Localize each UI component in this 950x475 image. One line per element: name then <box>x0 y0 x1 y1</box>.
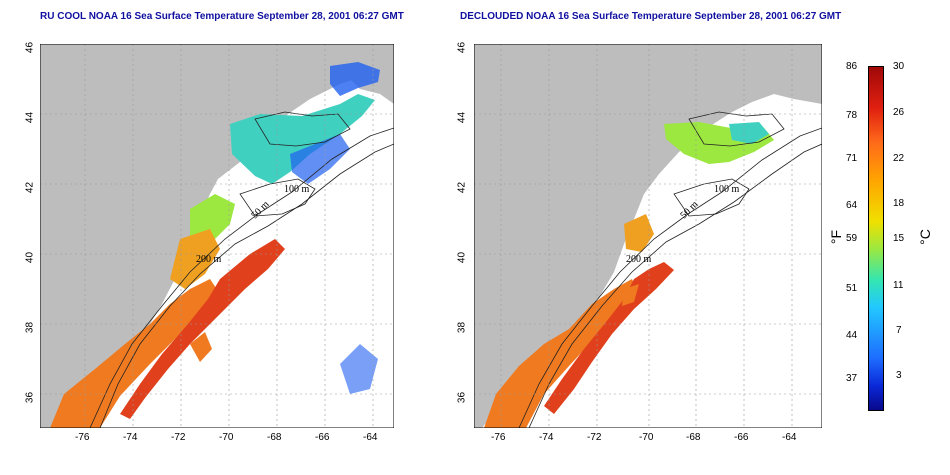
land-mass <box>474 44 822 428</box>
sst-data-layer <box>484 122 774 428</box>
right-map-title: DECLOUDED NOAA 16 Sea Surface Temperatur… <box>460 11 842 22</box>
fahrenheit-tick: 78 <box>846 110 858 121</box>
lat-tick-left: 40 <box>24 251 36 264</box>
lon-tick-left: -70 <box>219 432 234 443</box>
lon-tick-left: -66 <box>315 432 330 443</box>
cloudy-sst-map: 100 m 50 m 200 m <box>40 44 394 428</box>
land-mass <box>40 44 394 428</box>
lon-tick-right: -70 <box>639 432 654 443</box>
lon-tick-left: -68 <box>267 432 282 443</box>
contour-label: 200 m <box>626 254 652 265</box>
celsius-unit-label: °C <box>916 229 933 245</box>
temperature-colorbar <box>868 66 884 411</box>
celsius-tick: 22 <box>893 153 905 164</box>
lon-tick-right: -68 <box>686 432 701 443</box>
celsius-tick: 3 <box>896 370 902 381</box>
contour-label: 100 m <box>714 184 740 195</box>
lat-tick-left: 46 <box>24 41 36 54</box>
lon-tick-left: -64 <box>363 432 378 443</box>
lat-tick-right: 38 <box>456 321 468 334</box>
lon-tick-right: -76 <box>491 432 506 443</box>
lon-tick-right: -66 <box>734 432 749 443</box>
celsius-tick: 7 <box>896 325 902 336</box>
lat-lon-grid <box>474 44 822 428</box>
contour-label: 100 m <box>284 184 310 195</box>
lat-tick-left: 36 <box>24 391 36 404</box>
fahrenheit-tick: 51 <box>846 283 858 294</box>
left-map-title: RU COOL NOAA 16 Sea Surface Temperature … <box>40 11 404 22</box>
celsius-tick: 15 <box>893 233 905 244</box>
lon-tick-left: -76 <box>75 432 90 443</box>
lat-tick-right: 36 <box>456 391 468 404</box>
declouded-sst-map: 50 m 200 m 100 m <box>474 44 822 428</box>
fahrenheit-tick: 37 <box>846 373 858 384</box>
contour-label: 200 m <box>196 254 222 265</box>
fahrenheit-tick: 59 <box>846 233 858 244</box>
fahrenheit-tick: 44 <box>846 330 858 341</box>
fahrenheit-tick: 86 <box>846 61 858 72</box>
lat-tick-right: 42 <box>456 181 468 194</box>
celsius-tick: 30 <box>893 61 905 72</box>
bathymetry-contours <box>518 111 822 428</box>
lat-lon-grid <box>40 44 394 428</box>
lat-tick-right: 46 <box>456 41 468 54</box>
lon-tick-right: -64 <box>782 432 797 443</box>
lat-tick-left: 44 <box>24 111 36 124</box>
lat-tick-left: 38 <box>24 321 36 334</box>
celsius-tick: 26 <box>893 107 905 118</box>
lon-tick-right: -72 <box>587 432 602 443</box>
celsius-tick: 11 <box>893 280 904 291</box>
lon-tick-right: -74 <box>539 432 554 443</box>
fahrenheit-tick: 64 <box>846 200 858 211</box>
lat-tick-left: 42 <box>24 181 36 194</box>
lon-tick-left: -72 <box>171 432 186 443</box>
lat-tick-right: 40 <box>456 251 468 264</box>
celsius-tick: 18 <box>893 198 905 209</box>
fahrenheit-unit-label: °F <box>828 229 845 245</box>
lat-tick-right: 44 <box>456 111 468 124</box>
lon-tick-left: -74 <box>123 432 138 443</box>
bathymetry-contours <box>89 111 394 428</box>
fahrenheit-tick: 71 <box>846 153 858 164</box>
